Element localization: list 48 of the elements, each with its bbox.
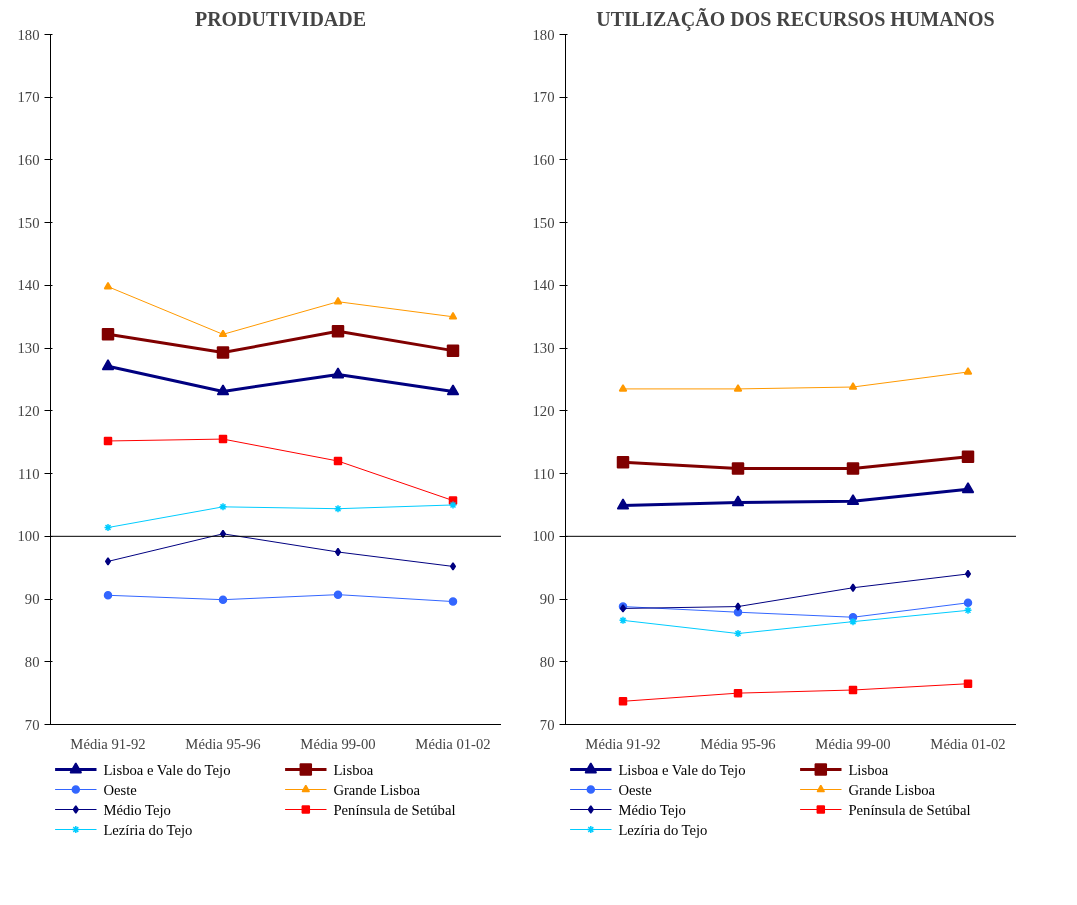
y-tick-label: 120: [532, 402, 555, 419]
x-tick-label: Média 01-02: [930, 735, 1006, 752]
y-tick-label: 140: [17, 277, 40, 294]
y-tick-label: 120: [17, 402, 40, 419]
y-tick-label: 90: [24, 591, 40, 608]
chart-title: PRODUTIVIDADE: [194, 7, 367, 30]
y-tick-label: 180: [17, 26, 40, 43]
x-tick-label: Média 91-92: [585, 735, 661, 752]
legend-label: Médio Tejo: [618, 801, 686, 818]
legend-label: Lisboa e Vale do Tejo: [618, 761, 746, 778]
y-tick-label: 130: [532, 340, 555, 357]
y-tick-label: 70: [539, 716, 555, 733]
y-tick-label: 100: [532, 528, 555, 545]
y-tick-label: 80: [24, 653, 40, 670]
y-tick-label: 100: [17, 528, 40, 545]
x-tick-label: Média 95-96: [700, 735, 776, 752]
y-tick-label: 80: [539, 653, 555, 670]
y-tick-label: 70: [24, 716, 40, 733]
y-tick-label: 180: [532, 26, 555, 43]
x-tick-label: Média 95-96: [185, 735, 261, 752]
y-tick-label: 150: [17, 214, 40, 231]
x-tick-label: Média 01-02: [415, 735, 491, 752]
legend-label: Lisboa e Vale do Tejo: [103, 761, 231, 778]
y-tick-label: 160: [532, 151, 555, 168]
legend-label: Lisboa: [333, 761, 374, 778]
legend-label: Médio Tejo: [103, 801, 171, 818]
chart-title: UTILIZAÇÃO DOS RECURSOS HUMANOS: [596, 7, 995, 31]
y-tick-label: 110: [18, 465, 40, 482]
legend-label: Grande Lisboa: [848, 781, 936, 798]
y-tick-label: 170: [17, 89, 40, 106]
y-tick-label: 110: [533, 465, 555, 482]
legend-label: Lezíria do Tejo: [103, 821, 193, 838]
legend-label: Lisboa: [848, 761, 889, 778]
legend-label: Península de Setúbal: [333, 801, 456, 818]
legend-label: Lezíria do Tejo: [618, 821, 708, 838]
legend-label: Grande Lisboa: [333, 781, 421, 798]
x-tick-label: Média 99-00: [300, 735, 376, 752]
y-tick-label: 140: [532, 277, 555, 294]
legend-label: Oeste: [103, 781, 137, 798]
y-tick-label: 160: [17, 151, 40, 168]
y-tick-label: 130: [17, 340, 40, 357]
y-tick-label: 170: [532, 89, 555, 106]
y-tick-label: 90: [539, 591, 555, 608]
legend-label: Península de Setúbal: [848, 801, 971, 818]
x-tick-label: Média 91-92: [70, 735, 146, 752]
y-tick-label: 150: [532, 214, 555, 231]
legend-label: Oeste: [618, 781, 652, 798]
x-tick-label: Média 99-00: [815, 735, 891, 752]
